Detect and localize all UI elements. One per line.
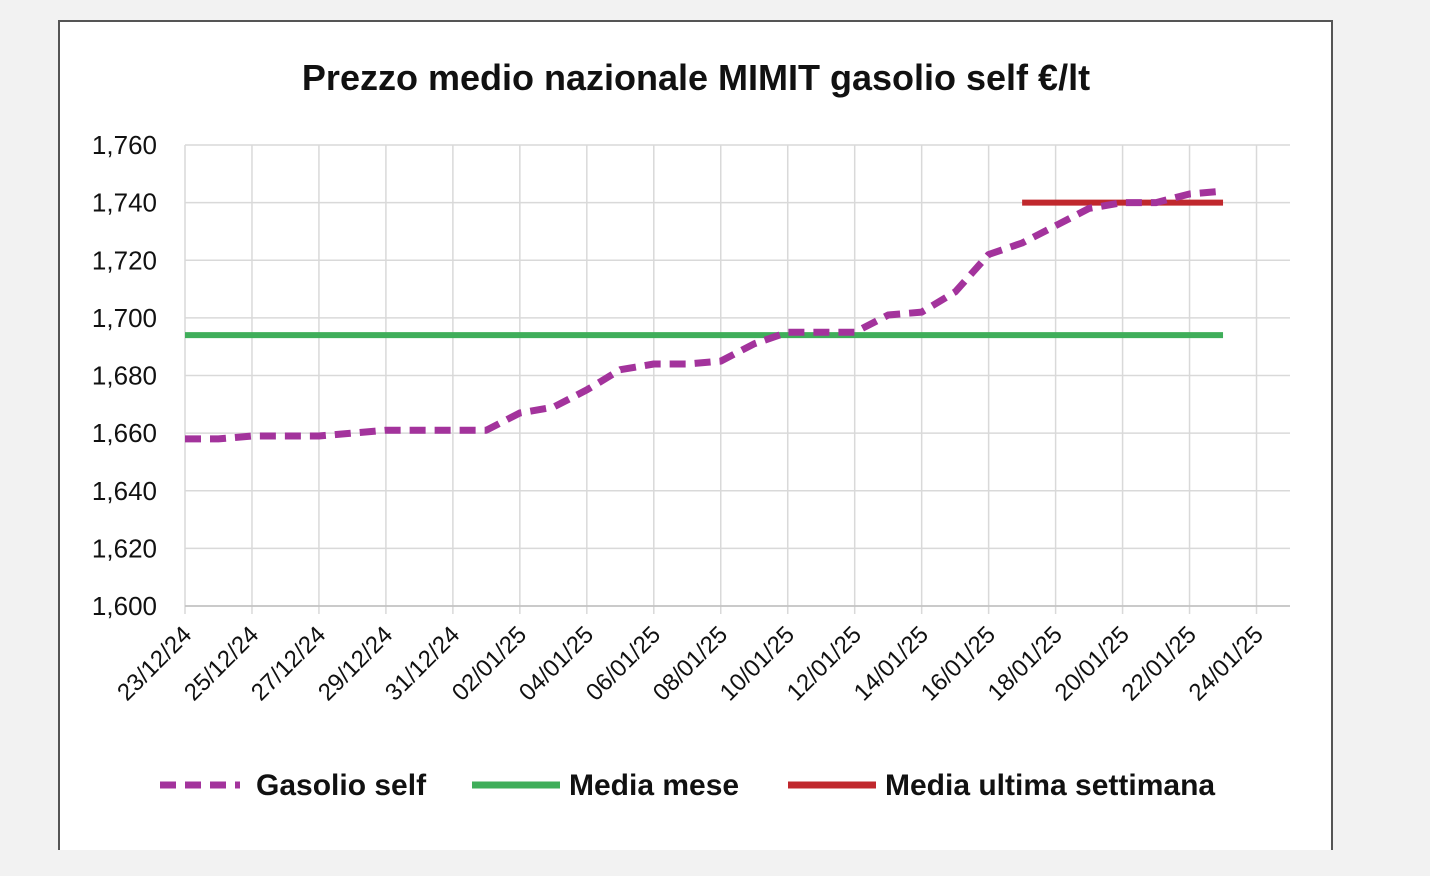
y-axis-ticks: 1,760 1,740 1,720 1,700 1,680 1,660 1,640 1,620… [92, 130, 157, 621]
y-tick-label: 1,760 [92, 130, 157, 160]
grid [184, 144, 1290, 614]
x-axis-ticks: 23/12/2425/12/2427/12/2429/12/2431/12/24… [112, 621, 1269, 706]
legend-label-gasolio-self: Gasolio self [256, 769, 427, 802]
y-tick-label: 1,600 [92, 591, 157, 621]
legend-label-media-ultima-settimana: Media ultima settimana [885, 769, 1215, 802]
x-tick-label: 24/01/25 [1184, 621, 1269, 706]
y-tick-label: 1,740 [92, 188, 157, 218]
y-tick-label: 1,620 [92, 533, 157, 563]
series-line-gasolio-self [185, 187, 1224, 443]
legend: Gasolio self Media mese Media ultima set… [160, 769, 1215, 802]
y-tick-label: 1,700 [92, 303, 157, 333]
line-chart: Prezzo medio nazionale MIMIT gasolio sel… [92, 57, 1290, 802]
y-tick-label: 1,640 [92, 476, 157, 506]
chart-frame: Prezzo medio nazionale MIMIT gasolio sel… [58, 20, 1333, 850]
y-tick-label: 1,680 [92, 361, 157, 391]
y-tick-label: 1,720 [92, 245, 157, 275]
legend-label-media-mese: Media mese [569, 769, 739, 802]
chart-title: Prezzo medio nazionale MIMIT gasolio sel… [302, 57, 1090, 98]
series [184, 187, 1224, 443]
y-tick-label: 1,660 [92, 418, 157, 448]
